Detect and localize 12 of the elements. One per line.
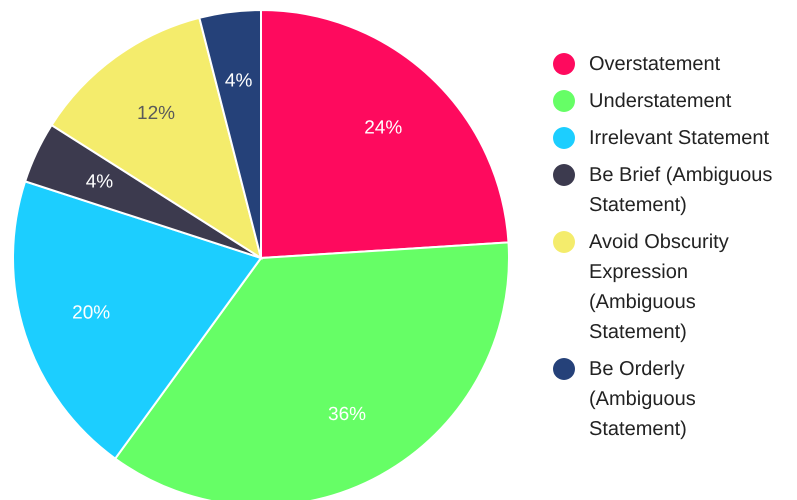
legend-label: Be Orderly (Ambiguous Statement) <box>589 357 697 442</box>
legend-label: Understatement <box>589 89 732 114</box>
legend-label: Avoid Obscurity Expression (Ambiguous Statement) <box>589 230 730 345</box>
legend-label: Irrelevant Statement <box>589 126 770 151</box>
data-label: 24% <box>364 117 402 138</box>
legend-label: Be Brief (Ambiguous Statement) <box>589 163 774 218</box>
data-label: 4% <box>86 171 114 192</box>
data-label: 12% <box>137 103 176 124</box>
data-label: 36% <box>328 404 366 425</box>
legend-label: Overstatement <box>589 52 720 77</box>
data-label: 4% <box>224 70 252 92</box>
data-label: 20% <box>72 302 110 324</box>
